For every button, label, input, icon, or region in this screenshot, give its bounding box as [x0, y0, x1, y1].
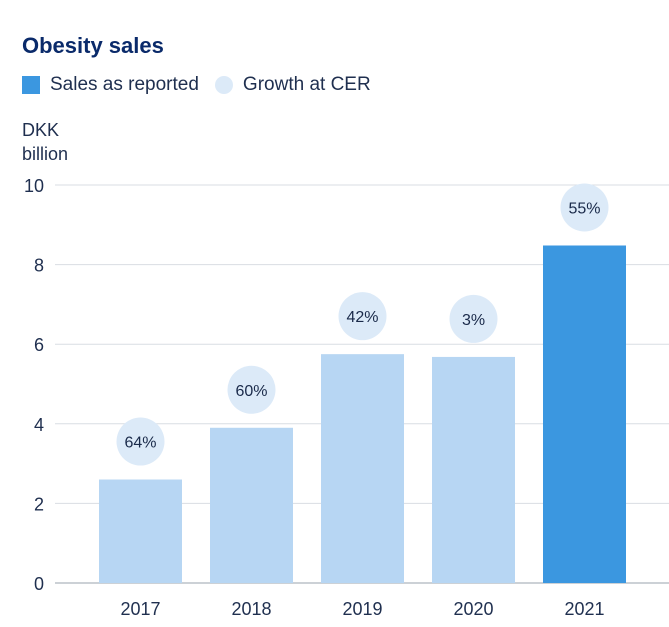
bar-2021 [543, 245, 626, 583]
x-tick-label-2019: 2019 [342, 599, 382, 619]
growth-label-2018: 60% [235, 383, 267, 400]
y-axis-unit-line1: DKK [22, 120, 60, 140]
growth-bubble-2019 [338, 292, 387, 341]
growth-label-2020: 3% [462, 312, 485, 329]
legend: Sales as reported Growth at CER [22, 74, 387, 96]
growth-label-2021: 55% [568, 200, 600, 217]
bar-2019 [321, 354, 404, 583]
chart-title: Obesity sales [22, 33, 164, 58]
y-tick-label-10: 10 [24, 176, 44, 196]
bar-2018 [210, 427, 293, 583]
legend-label-growth: Growth at CER [242, 74, 371, 95]
legend-swatch-growth [214, 76, 233, 94]
legend-label-sales: Sales as reported [50, 74, 199, 95]
legend-item-growth: Growth at CER [214, 74, 371, 96]
growth-bubble-2021 [560, 183, 609, 232]
x-tick-label-2018: 2018 [231, 599, 271, 619]
growth-label-2019: 42% [346, 309, 378, 326]
y-tick-label-6: 6 [34, 335, 44, 355]
y-tick-label-2: 2 [34, 494, 44, 514]
legend-swatch-sales [22, 76, 40, 94]
y-tick-label-0: 0 [34, 574, 44, 594]
bar-2017 [99, 479, 182, 583]
growth-bubble-2020 [449, 294, 498, 343]
y-tick-label-8: 8 [34, 256, 44, 276]
y-tick-label-4: 4 [34, 415, 44, 435]
y-axis-unit: DKK billion [22, 118, 68, 166]
y-axis-unit-line2: billion [22, 144, 69, 164]
x-tick-label-2017: 2017 [120, 599, 160, 619]
x-tick-label-2021: 2021 [564, 599, 604, 619]
growth-bubble-2017 [116, 417, 165, 466]
legend-item-sales: Sales as reported [22, 74, 199, 96]
growth-label-2017: 64% [124, 435, 156, 452]
bar-2020 [432, 356, 515, 583]
x-tick-label-2020: 2020 [453, 599, 493, 619]
growth-bubble-2018 [227, 365, 276, 414]
